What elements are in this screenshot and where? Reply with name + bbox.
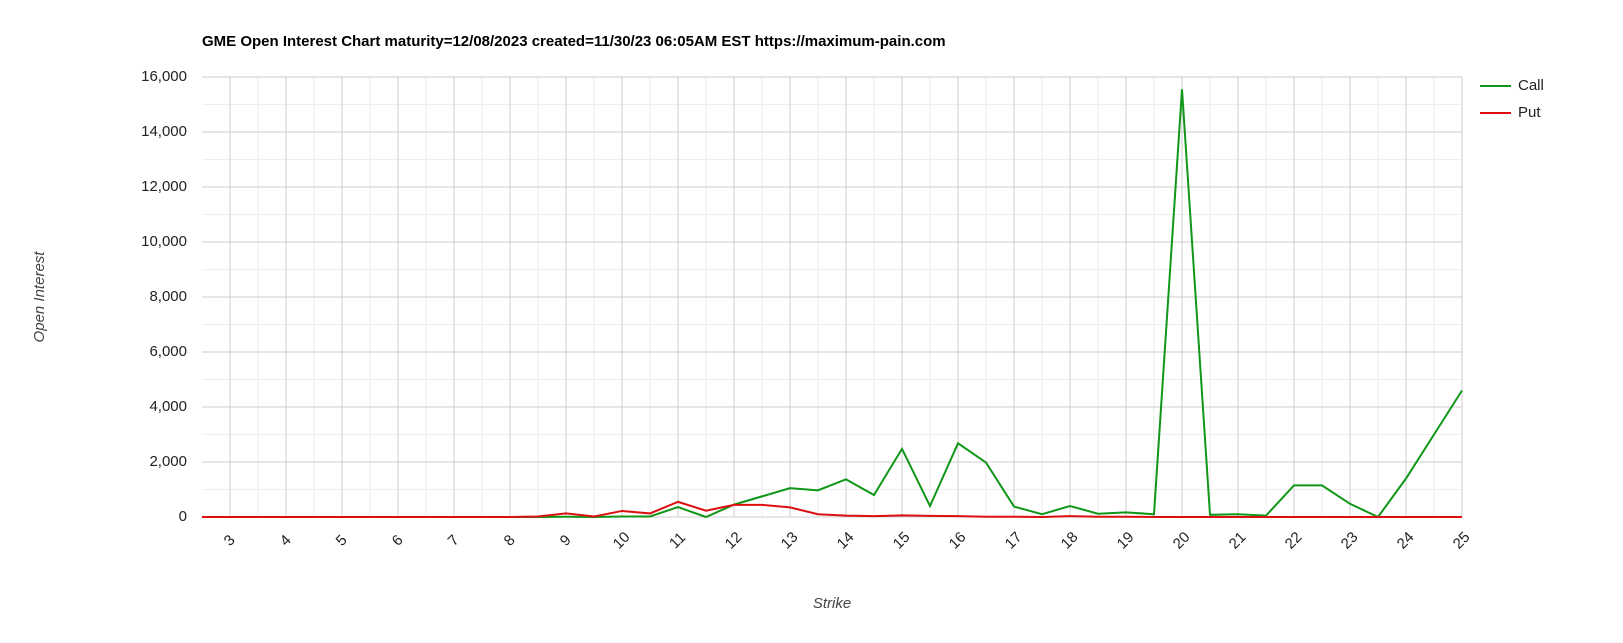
x-tick-label: 15 [890,529,914,553]
x-tick-label: 9 [557,532,575,550]
x-tick-label: 14 [834,529,858,553]
x-axis-title: Strike [813,595,851,612]
series-line [202,89,1463,519]
x-tick-label: 10 [610,529,634,553]
legend-label: Put [1518,104,1541,121]
x-tick-label: 20 [1170,529,1194,553]
y-tick-label: 14,000 [141,123,187,140]
x-tick-label: 18 [1058,529,1082,553]
x-tick-label: 19 [1114,529,1138,553]
x-tick-label: 22 [1282,529,1306,553]
y-tick-label: 2,000 [149,453,187,470]
x-tick-label: 8 [501,532,519,550]
x-tick-label: 17 [1002,529,1026,553]
x-tick-label: 3 [221,532,239,550]
x-tick-label: 23 [1338,529,1362,553]
x-tick-label: 7 [445,532,463,550]
y-tick-label: 8,000 [149,288,187,305]
y-tick-label: 0 [179,508,187,525]
y-tick-label: 16,000 [141,68,187,85]
x-tick-label: 12 [722,529,746,553]
x-tick-label: 16 [946,529,970,553]
x-tick-label: 25 [1450,529,1474,553]
y-tick-label: 6,000 [149,343,187,360]
x-tick-label: 24 [1394,529,1418,553]
x-tick-label: 5 [333,532,351,550]
y-tick-label: 10,000 [141,233,187,250]
x-tick-label: 11 [666,529,689,552]
x-tick-label: 4 [277,532,295,550]
y-tick-label: 4,000 [149,398,187,415]
y-tick-label: 12,000 [141,178,187,195]
x-tick-label: 13 [778,529,802,553]
chart-title: GME Open Interest Chart maturity=12/08/2… [202,33,946,50]
x-tick-label: 21 [1226,529,1250,553]
y-axis-title: Open Interest [31,251,48,343]
legend-label: Call [1518,77,1544,94]
x-tick-label: 6 [389,532,407,550]
series-line [202,500,1462,519]
